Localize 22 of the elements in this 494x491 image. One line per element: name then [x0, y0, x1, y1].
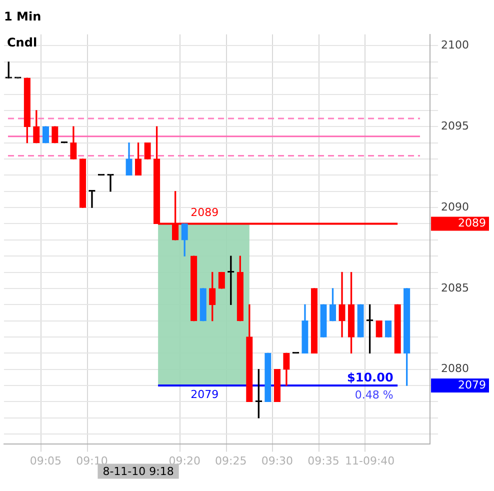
y-tick-label: 2085 — [441, 281, 469, 294]
annotation: 0.48 % — [354, 388, 394, 402]
annotation: $10.00 — [347, 370, 394, 385]
x-tick-label: 09:05 — [30, 454, 62, 468]
ref-line-label: 2079 — [190, 388, 219, 401]
x-tick-label: 09:35 — [308, 454, 340, 468]
chart-title: 1 Min — [4, 9, 42, 24]
text: 2079 — [458, 378, 486, 392]
x-tick-label: 09:20 — [168, 454, 200, 468]
x-tick-label: 09:30 — [261, 454, 294, 468]
text: 2089 — [458, 216, 486, 230]
y-tick-label: 2090 — [441, 200, 469, 214]
text: 8-11-10 9:18 — [102, 464, 174, 478]
x-tick-label: 09:10 — [76, 454, 108, 468]
y-tick-label: 2100 — [441, 38, 469, 52]
y-tick-label: 2095 — [441, 119, 469, 132]
ref-line-label: 2089 — [190, 206, 219, 220]
x-tick-label: 11-09:40 — [344, 454, 395, 468]
x-tick-label: 09:25 — [215, 454, 247, 468]
y-tick-label: 2080 — [441, 362, 469, 376]
candlestick — [338, 272, 346, 338]
annotation: Cndl — [7, 35, 38, 50]
